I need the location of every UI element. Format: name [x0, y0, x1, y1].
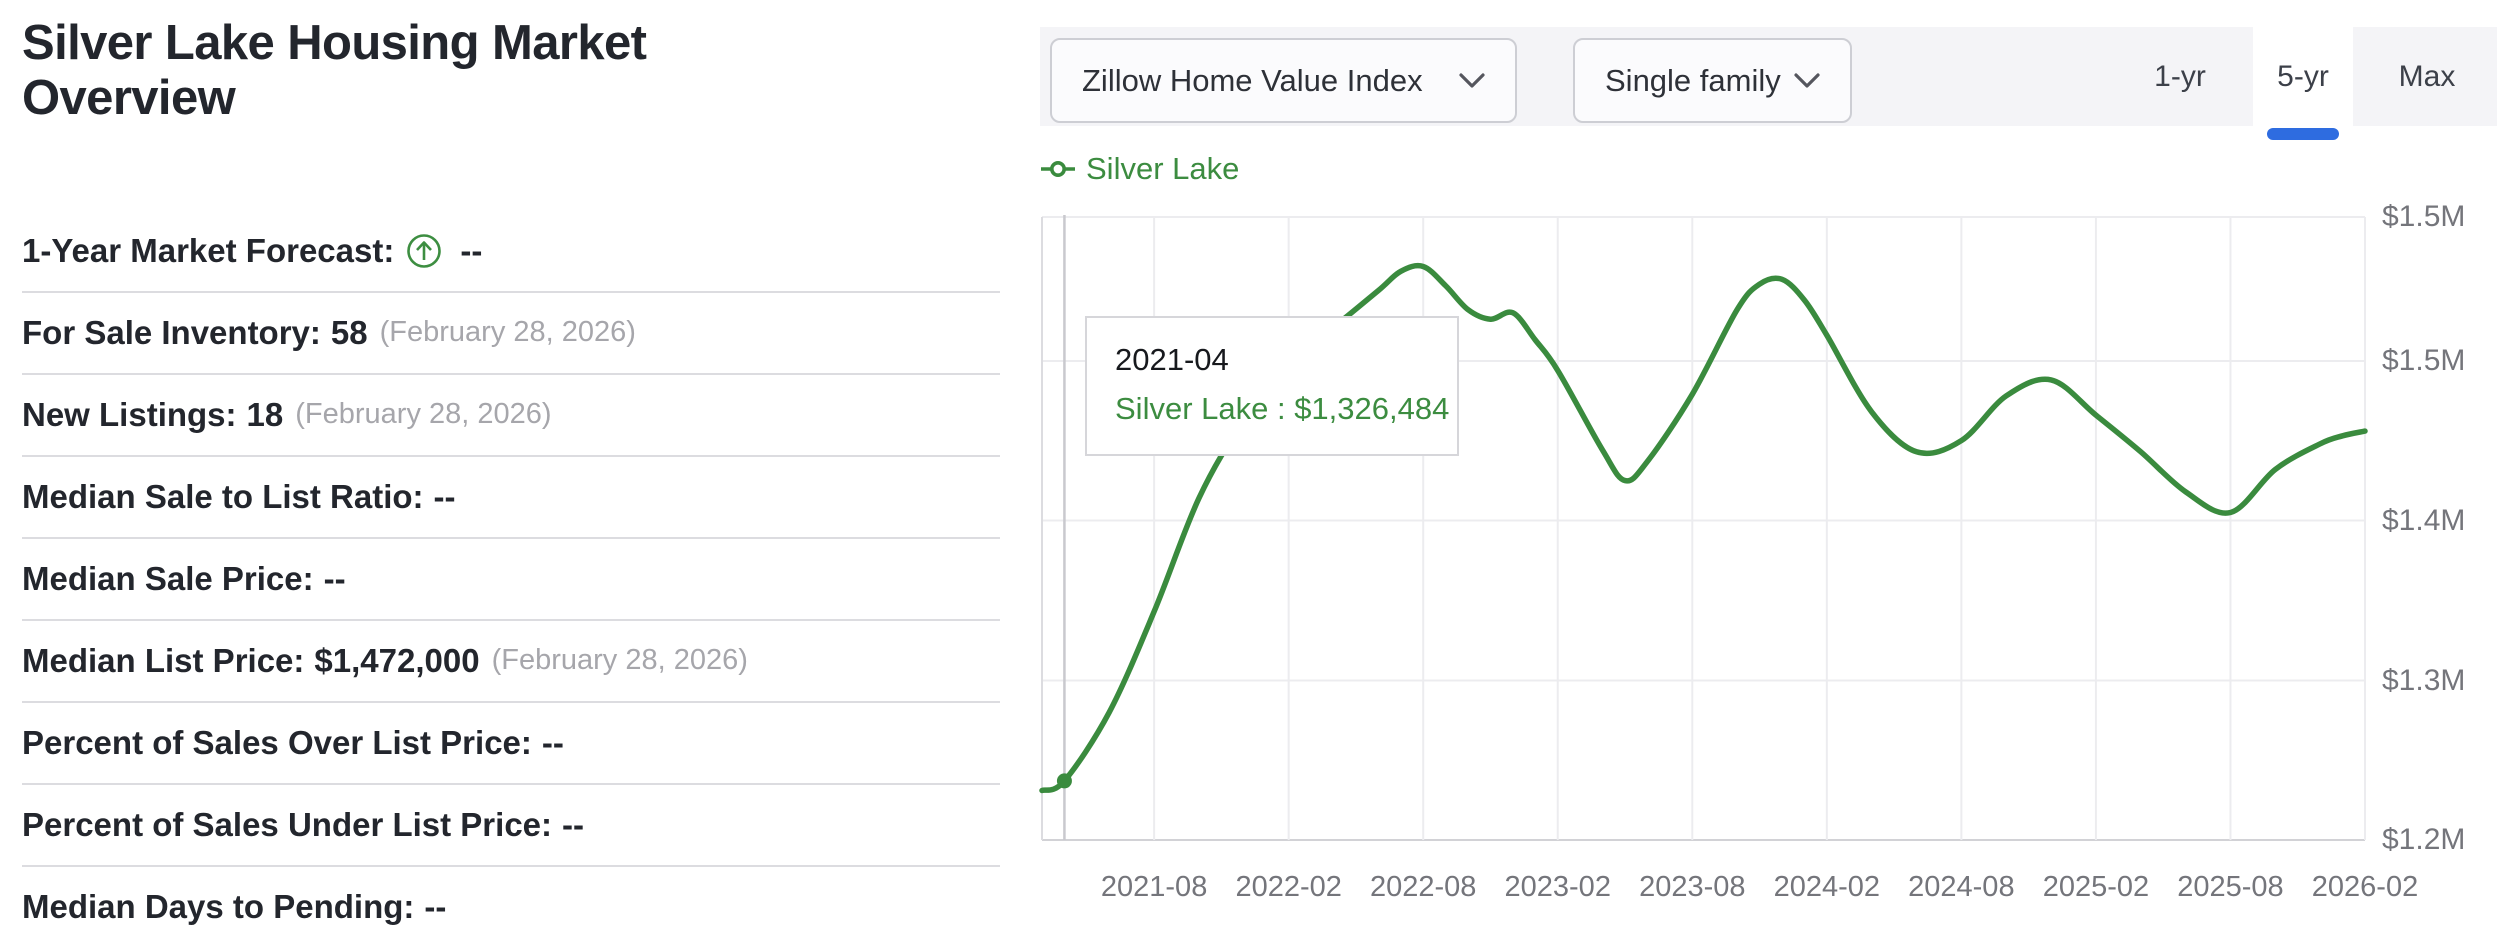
stat-value: 18: [246, 395, 284, 433]
stat-date: (February 28, 2026): [295, 398, 552, 431]
active-tab-underline: [2267, 128, 2339, 140]
chevron-down-icon: [1459, 72, 1485, 88]
stat-value: --: [323, 559, 346, 597]
stat-date: (February 28, 2026): [491, 644, 748, 677]
legend-series-label: Silver Lake: [1086, 151, 1240, 186]
x-axis-tick-label: 2021-08: [1100, 871, 1208, 903]
metric-dropdown-value: Zillow Home Value Index: [1082, 62, 1423, 98]
market-overview-panel: Silver Lake Housing Market Overview 1-Ye…: [22, 0, 1000, 947]
home-type-dropdown[interactable]: Single family: [1573, 38, 1852, 123]
stat-value: --: [424, 887, 447, 925]
range-tab-max[interactable]: Max: [2370, 27, 2484, 126]
x-axis-tick-label: 2024-08: [1908, 871, 2015, 903]
chevron-down-icon: [1794, 72, 1820, 88]
y-axis-tick-label: $1.5M: [2382, 200, 2466, 233]
tooltip-date: 2021-04: [1115, 342, 1229, 377]
stat-value: --: [562, 805, 584, 843]
stat-label: Percent of Sales Over List Price:: [22, 723, 532, 761]
highlighted-data-point: [1056, 773, 1072, 789]
x-axis-tick-label: 2024-02: [1773, 871, 1881, 903]
stat-row: 1-Year Market Forecast: --: [22, 211, 1000, 293]
x-axis-tick-label: 2025-02: [2042, 871, 2150, 903]
chart-legend: Silver Lake: [1040, 150, 1239, 188]
stat-value: 58: [330, 313, 368, 351]
y-axis-tick-label: $1.2M: [2382, 823, 2466, 856]
stat-label: Percent of Sales Under List Price:: [22, 805, 553, 843]
stat-row: Median Sale to List Ratio: --: [22, 457, 1000, 539]
legend-line-circle-icon: [1041, 161, 1075, 177]
metric-dropdown[interactable]: Zillow Home Value Index: [1050, 38, 1517, 123]
home-value-line-chart[interactable]: [1030, 140, 2500, 924]
range-tab-1-yr[interactable]: 1-yr: [2130, 27, 2230, 126]
home-type-dropdown-value: Single family: [1605, 62, 1781, 98]
stat-value: $1,472,000: [314, 641, 480, 679]
stat-label: 1-Year Market Forecast:: [22, 231, 395, 269]
stat-label: Median Sale Price:: [22, 559, 314, 597]
y-axis-tick-label: $1.5M: [2382, 344, 2466, 377]
stat-label: Median Days to Pending:: [22, 887, 415, 925]
stat-label: New Listings:: [22, 395, 237, 433]
stats-list: 1-Year Market Forecast: -- For Sale Invent…: [22, 211, 1000, 947]
range-tab-label: 1-yr: [2154, 59, 2206, 93]
stat-value: --: [460, 231, 483, 269]
stat-row: For Sale Inventory: 58 (February 28, 2026): [22, 293, 1000, 375]
stat-value: --: [433, 477, 456, 515]
stat-row: Percent of Sales Over List Price: --: [22, 703, 1000, 785]
stat-label: Median Sale to List Ratio:: [22, 477, 424, 515]
stat-value: --: [541, 723, 564, 761]
range-tab-5-yr[interactable]: 5-yr: [2253, 27, 2353, 140]
forecast-up-arrow-icon: [407, 233, 442, 268]
x-axis-tick-label: 2025-08: [2177, 871, 2284, 903]
x-axis-tick-label: 2022-08: [1369, 871, 1477, 903]
chart-tooltip: 2021-04 Silver Lake : $1,326,484: [1085, 316, 1459, 456]
tooltip-series-value: Silver Lake : $1,326,484: [1115, 391, 1450, 426]
y-axis-tick-label: $1.4M: [2382, 503, 2466, 537]
range-tab-label: 5-yr: [2277, 59, 2329, 93]
x-axis-tick-label: 2023-02: [1504, 871, 1611, 903]
stat-row: Median List Price: $1,472,000 (February 28…: [22, 621, 1000, 703]
stat-row: Percent of Sales Under List Price: --: [22, 785, 1000, 867]
y-axis-tick-label: $1.3M: [2382, 663, 2466, 697]
stat-date: (February 28, 2026): [379, 316, 636, 349]
x-axis-tick-label: 2026-02: [2311, 871, 2419, 903]
stat-row: Median Sale Price: --: [22, 539, 1000, 621]
page-title: Silver Lake Housing Market Overview: [22, 16, 647, 126]
stat-label: For Sale Inventory:: [22, 313, 321, 351]
stat-label: Median List Price:: [22, 641, 305, 679]
x-axis-tick-label: 2023-08: [1639, 871, 1746, 903]
stat-row: New Listings: 18 (February 28, 2026): [22, 375, 1000, 457]
x-axis-tick-label: 2022-02: [1235, 871, 1342, 903]
range-tab-label: Max: [2398, 59, 2456, 93]
stat-row: Median Days to Pending: --: [22, 867, 1000, 947]
